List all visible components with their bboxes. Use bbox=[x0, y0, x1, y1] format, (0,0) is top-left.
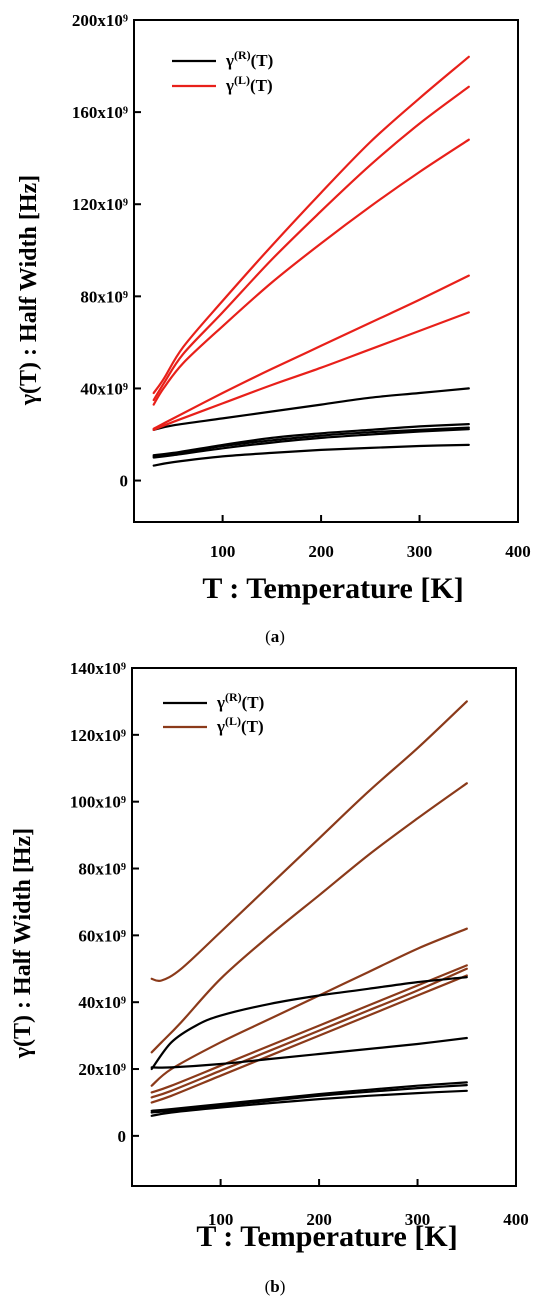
y-tick-label: 120x10⁹ bbox=[70, 726, 126, 745]
y-tick-label: 60x10⁹ bbox=[78, 926, 126, 945]
chart-a: 0 40x10⁹ 80x10⁹ 120x10⁹ 160x10⁹ 200x10⁹ 100 200… bbox=[16, 11, 531, 646]
x-tick-label: 100 bbox=[210, 542, 236, 561]
y-tick-label: 200x10⁹ bbox=[72, 11, 128, 30]
x-tick-label: 400 bbox=[503, 1210, 529, 1229]
legend-label: γ(R)(T) bbox=[225, 48, 273, 70]
series-line-gamma-l-4 bbox=[150, 967, 468, 1099]
legend: γ(R)(T)γ(L)(T) bbox=[163, 690, 264, 736]
series-line-gamma-l-0 bbox=[150, 700, 468, 983]
y-tick-label: 40x10⁹ bbox=[80, 379, 128, 398]
series-line-gamma-r-7 bbox=[150, 1036, 468, 1069]
series-line-gamma-r-3 bbox=[152, 428, 470, 459]
series-line-gamma-r-8 bbox=[150, 1081, 468, 1112]
x-tick-label: 100 bbox=[208, 1210, 234, 1229]
y-axis-label: γ(T) : Half Width [Hz] bbox=[10, 828, 36, 1059]
series-group bbox=[150, 700, 468, 1117]
series-group bbox=[152, 55, 470, 467]
series-line-gamma-r-2 bbox=[152, 426, 470, 458]
figure-panel-a: 0 40x10⁹ 80x10⁹ 120x10⁹ 160x10⁹ 200x10⁹ 100 200… bbox=[16, 11, 531, 646]
y-tick-label: 100x10⁹ bbox=[70, 793, 126, 812]
legend: γ(R)(T) γ(L)(T) bbox=[172, 48, 273, 95]
series-line-gamma-r-4 bbox=[152, 443, 470, 467]
x-tick-label: 200 bbox=[306, 1210, 332, 1229]
y-tick-label: 0 bbox=[118, 1127, 127, 1146]
plot-frame bbox=[131, 667, 517, 1187]
figure-caption: (b) bbox=[265, 1277, 286, 1296]
legend-label: γ(R)(T) bbox=[216, 690, 264, 712]
x-axis-label: T : Temperature [K] bbox=[196, 1220, 457, 1253]
plot-frame bbox=[133, 19, 519, 523]
legend-label: γ(L)(T) bbox=[225, 73, 273, 95]
y-tick-label: 120x10⁹ bbox=[72, 195, 128, 214]
series-line-gamma-l-5 bbox=[150, 974, 468, 1104]
series-line-gamma-r-0 bbox=[152, 387, 470, 431]
x-tick-label: 300 bbox=[405, 1210, 431, 1229]
x-tick-label: 300 bbox=[407, 542, 433, 561]
y-tick-label: 40x10⁹ bbox=[78, 993, 126, 1012]
series-line-gamma-l-5 bbox=[152, 55, 470, 395]
chart-b: 0 20x10⁹ 40x10⁹ 60x10⁹ 80x10⁹ 100x10⁹ 120x10⁹ 1… bbox=[10, 659, 529, 1296]
x-axis-label: T : Temperature [K] bbox=[202, 572, 463, 605]
series-line-gamma-l-6 bbox=[152, 85, 470, 402]
series-line-gamma-l-1 bbox=[150, 782, 468, 1054]
series-line-gamma-l-9 bbox=[152, 311, 470, 431]
series-line-gamma-r-10 bbox=[150, 1089, 468, 1117]
x-tick-label: 200 bbox=[308, 542, 334, 561]
figure-panel-b: 0 20x10⁹ 40x10⁹ 60x10⁹ 80x10⁹ 100x10⁹ 120x10⁹ 1… bbox=[0, 650, 550, 1299]
y-tick-label: 0 bbox=[120, 472, 129, 491]
x-tick-label: 400 bbox=[505, 542, 531, 561]
y-tick-label: 140x10⁹ bbox=[70, 659, 126, 678]
legend-label: γ(L)(T) bbox=[216, 714, 264, 736]
series-line-gamma-l-8 bbox=[152, 274, 470, 430]
series-line-gamma-l-3 bbox=[150, 964, 468, 1094]
series-line-gamma-r-6 bbox=[150, 976, 468, 1071]
series-line-gamma-r-1 bbox=[152, 423, 470, 457]
y-axis-label: γ(T) : Half Width [Hz] bbox=[16, 175, 42, 406]
y-tick-label: 80x10⁹ bbox=[80, 287, 128, 306]
figure-caption: (a) bbox=[265, 627, 285, 646]
series-line-gamma-r-9 bbox=[150, 1084, 468, 1114]
series-line-gamma-l-7 bbox=[152, 138, 470, 406]
y-tick-label: 80x10⁹ bbox=[78, 860, 126, 879]
y-tick-label: 20x10⁹ bbox=[78, 1060, 126, 1079]
y-tick-label: 160x10⁹ bbox=[72, 103, 128, 122]
